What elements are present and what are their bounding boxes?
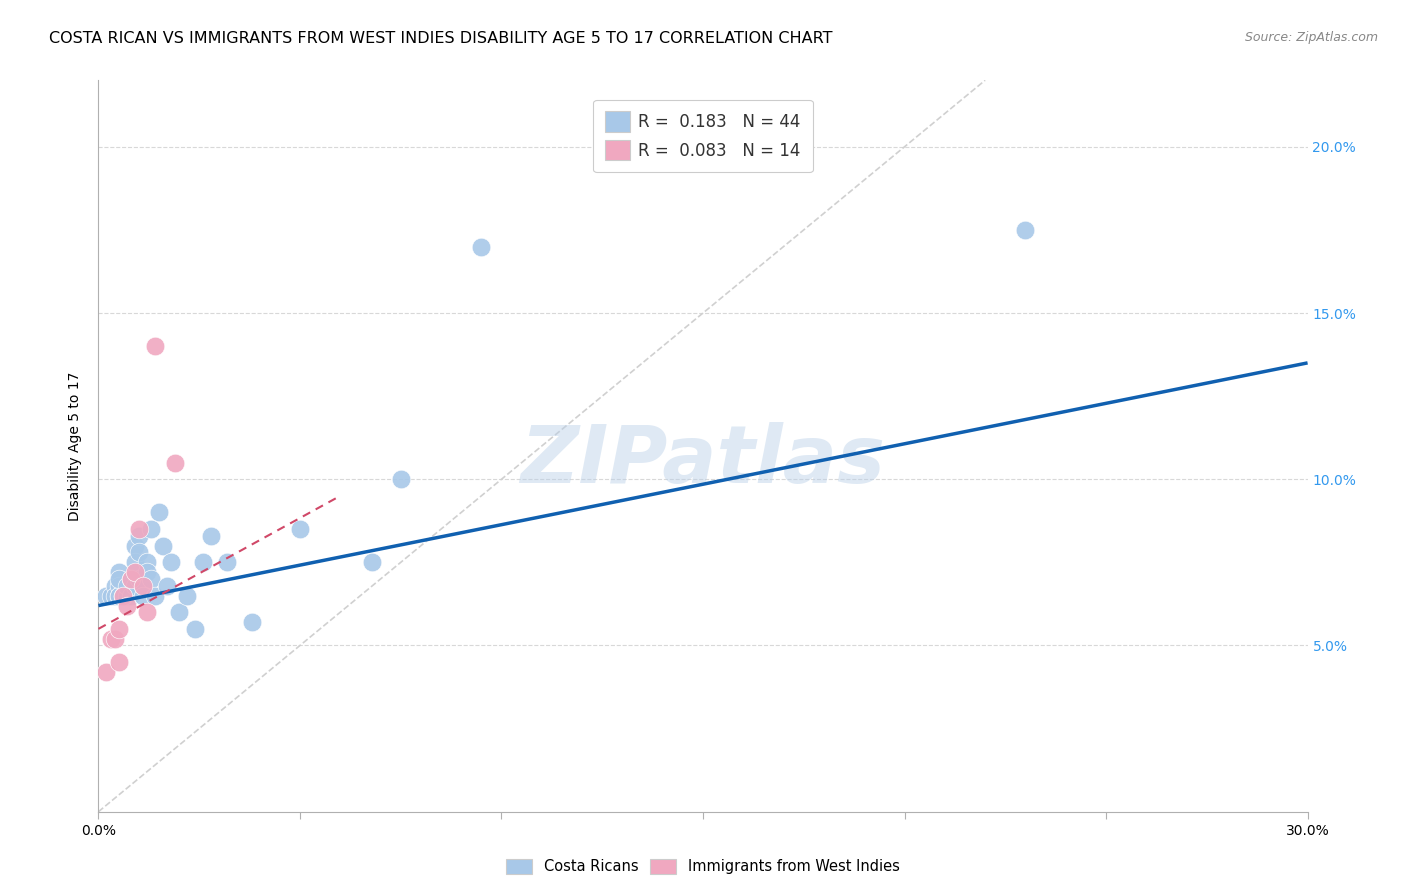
Point [128,529,150,543]
Legend: R =  0.183   N = 44, R =  0.083   N = 14: R = 0.183 N = 44, R = 0.083 N = 14 [593,100,813,172]
Point [115,599,138,613]
Point [217,555,239,569]
Point [156,579,179,593]
Point [240,615,263,630]
Point [132,579,155,593]
Point [103,589,125,603]
Point [135,555,157,569]
Point [152,539,174,553]
Point [124,579,146,593]
Point [120,589,142,603]
Point [100,632,122,646]
Point [111,589,134,603]
Point [167,605,190,619]
Point [148,506,170,520]
Point [163,456,186,470]
Point [160,555,183,569]
Point [120,572,142,586]
Y-axis label: Disability Age 5 to 17: Disability Age 5 to 17 [69,371,83,521]
Point [128,572,150,586]
Point [103,632,125,646]
Point [200,529,222,543]
Point [124,566,146,580]
Point [128,522,150,536]
Point [107,589,129,603]
Text: COSTA RICAN VS IMMIGRANTS FROM WEST INDIES DISABILITY AGE 5 TO 17 CORRELATION CH: COSTA RICAN VS IMMIGRANTS FROM WEST INDI… [49,31,832,46]
Point [176,589,198,603]
Point [100,589,122,603]
Point [135,566,157,580]
Point [115,589,138,603]
Text: Source: ZipAtlas.com: Source: ZipAtlas.com [1244,31,1378,45]
Point [107,566,129,580]
Legend: Costa Ricans, Immigrants from West Indies: Costa Ricans, Immigrants from West Indie… [501,853,905,880]
Point [470,239,492,253]
Point [96,589,118,603]
Point [184,622,207,636]
Point [124,555,146,569]
Point [132,589,155,603]
Point [111,589,134,603]
Text: ZIPatlas: ZIPatlas [520,422,886,500]
Point [139,572,162,586]
Point [132,579,155,593]
Point [96,665,118,679]
Point [143,589,166,603]
Point [193,555,215,569]
Point [1014,223,1036,237]
Point [111,589,134,603]
Point [139,522,162,536]
Point [107,622,129,636]
Point [120,572,142,586]
Point [103,579,125,593]
Point [143,339,166,353]
Point [361,555,384,569]
Point [107,579,129,593]
Point [135,605,157,619]
Point [288,522,311,536]
Point [124,539,146,553]
Point [389,472,412,486]
Point [107,572,129,586]
Point [107,655,129,669]
Point [128,545,150,559]
Point [107,589,129,603]
Point [115,579,138,593]
